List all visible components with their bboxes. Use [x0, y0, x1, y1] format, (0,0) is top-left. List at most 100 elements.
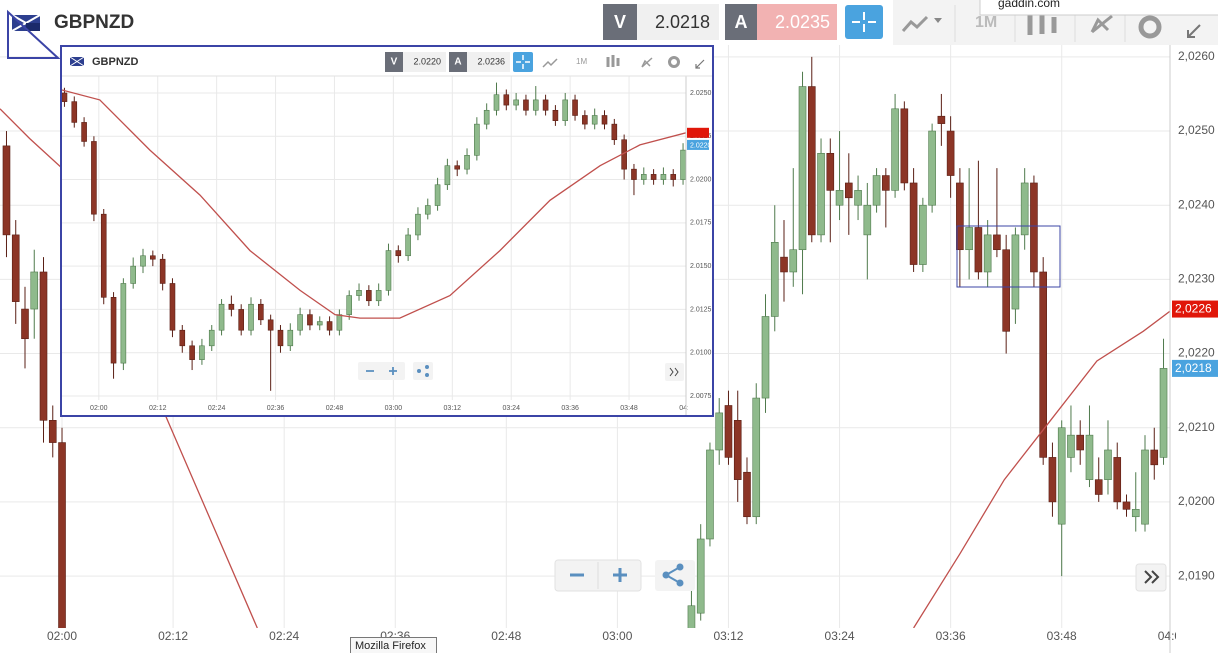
settings-icon[interactable]	[1138, 15, 1162, 39]
candle-body	[1122, 501, 1131, 510]
tooltip-text: Mozilla Firefox	[355, 640, 426, 652]
candle-body	[316, 321, 323, 326]
candle-body	[640, 174, 647, 180]
inset-buy-price: 2.0236	[477, 56, 505, 66]
x-tick-label: 03:00	[385, 405, 403, 412]
candle-body	[21, 308, 29, 340]
crosshair-button[interactable]	[845, 5, 883, 39]
x-tick-label: 02:24	[269, 629, 299, 643]
inset-buy-label: A	[454, 57, 461, 68]
candle-body	[523, 99, 529, 111]
candle-body	[1094, 479, 1103, 495]
price-tag-label: 2.0220	[690, 142, 712, 149]
candle-body	[863, 204, 872, 236]
candle-body	[1113, 457, 1122, 503]
candle-body	[854, 190, 862, 206]
candle-body	[1057, 427, 1066, 525]
candle-body	[687, 605, 696, 628]
candle-body	[789, 249, 798, 273]
candle-body	[956, 182, 964, 251]
candle-body	[542, 99, 549, 111]
indicators-icon[interactable]	[1027, 12, 1057, 35]
y-tick-label: 2,0250	[1178, 123, 1215, 137]
candle-body	[743, 471, 751, 518]
candle-body	[474, 123, 480, 156]
y-tick-label: 2,0190	[1178, 568, 1215, 582]
candle-body	[199, 345, 205, 360]
share-button[interactable]	[655, 560, 695, 591]
candle-body	[1076, 434, 1085, 451]
x-tick-label: 03:36	[936, 629, 966, 643]
x-tick-label: 03:48	[1047, 629, 1077, 643]
candle-body	[946, 130, 955, 176]
sell-label-box[interactable]	[603, 4, 637, 40]
candle-body	[715, 412, 724, 451]
inset-timeframe: 1M	[576, 57, 587, 66]
candle-body	[356, 290, 362, 296]
candle-body	[1002, 249, 1010, 332]
zoom-in[interactable]	[613, 568, 627, 582]
x-tick-label: 03:24	[502, 405, 520, 412]
candle-body	[110, 297, 117, 364]
candle-body	[872, 175, 881, 206]
candle-body	[724, 405, 733, 458]
candle-body	[513, 99, 519, 106]
candle-body	[336, 314, 343, 331]
buy-label-box[interactable]	[725, 4, 757, 40]
candle-body	[444, 165, 451, 186]
candle-body	[493, 94, 500, 111]
inset-header: GBPNZD V 2.0220 A 2.0236 1M	[62, 52, 712, 77]
candle-body	[503, 94, 510, 106]
x-tick-label: 02:12	[158, 629, 188, 643]
candle-body	[483, 109, 490, 125]
sell-price-box[interactable]	[637, 4, 719, 40]
candle-body	[81, 122, 87, 142]
candle-body	[218, 303, 225, 331]
buy-price-box[interactable]	[757, 4, 837, 40]
plot	[0, 56, 1170, 628]
candle-body	[532, 99, 539, 111]
candle-body	[159, 258, 166, 284]
price-tag-label: 2,0218	[1175, 361, 1212, 375]
y-tick-label: 2.0250	[690, 90, 712, 97]
buy-price: 2.0235	[775, 12, 830, 32]
candle-body	[48, 420, 57, 443]
candle-body	[208, 329, 215, 347]
expand-button[interactable]	[1135, 563, 1167, 592]
inset-symbol: GBPNZD	[92, 56, 139, 68]
candle-body	[434, 184, 441, 206]
candle-body	[169, 283, 176, 331]
candle-body	[258, 303, 264, 321]
candle-body	[993, 234, 1001, 251]
x-tick-label: 02:48	[326, 405, 344, 412]
candle-body	[297, 314, 303, 331]
y-tick-label: 2,0230	[1178, 272, 1215, 286]
candle-body	[1141, 449, 1149, 525]
candle-body	[1150, 449, 1159, 466]
candle-body	[39, 271, 48, 421]
draw-icon[interactable]	[1090, 14, 1113, 34]
x-tick-label: 03:12	[444, 405, 462, 412]
candle-body	[1067, 434, 1075, 458]
zoom-controls[interactable]	[554, 559, 642, 592]
candle-body	[130, 265, 136, 284]
popup-text: gaddin.com	[998, 0, 1060, 10]
candle-body	[277, 329, 284, 347]
x-tick-label: 02:48	[491, 629, 521, 643]
candle-body	[1020, 182, 1029, 236]
candle-body	[1030, 182, 1038, 273]
y-tick-label: 2,0200	[1178, 494, 1215, 508]
candle-body	[965, 227, 973, 251]
price-tag	[687, 139, 709, 150]
timeframe[interactable]: 1M	[975, 14, 997, 31]
candle-body	[248, 303, 254, 331]
collapse-icon[interactable]	[1187, 24, 1201, 38]
candle-body	[983, 234, 992, 273]
candle-body	[395, 250, 402, 257]
url-popup: gaddin.com	[979, 0, 1218, 16]
chart-type-icon[interactable]	[901, 15, 929, 32]
candle-body	[882, 175, 890, 191]
candle-body	[974, 227, 983, 273]
inset-chart: 02:00 02:12 02:24 02:36 02:48 03:00 03:12 03:24…	[62, 76, 712, 412]
y-tick-label: 2.0100	[690, 350, 712, 357]
